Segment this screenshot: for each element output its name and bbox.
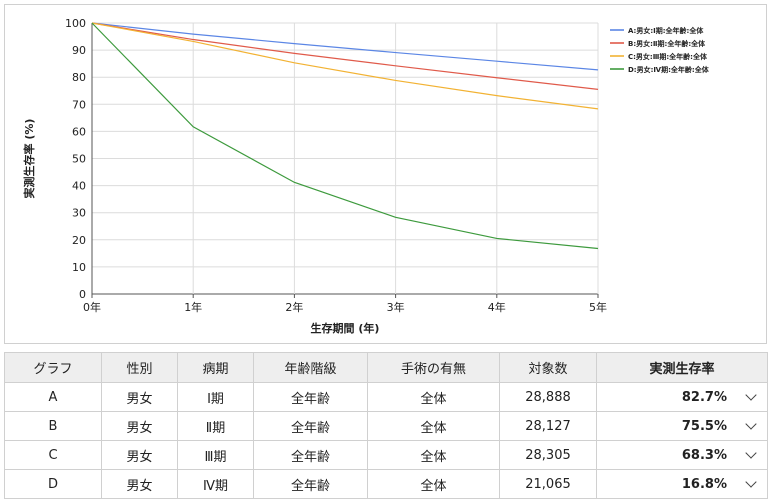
legend-label: D:男女:Ⅳ期:全年齢:全体 — [628, 65, 710, 74]
legend-item[interactable]: B:男女:Ⅱ期:全年齢:全体 — [610, 39, 706, 48]
chevron-down-icon[interactable] — [745, 389, 757, 401]
y-tick-label: 90 — [72, 44, 86, 57]
y-tick-label: 60 — [72, 125, 86, 138]
chevron-down-icon[interactable] — [745, 418, 757, 430]
table-row[interactable]: D 男女 Ⅳ期 全年齢 全体 21,065 16.8% — [4, 469, 768, 499]
header-graph: グラフ — [4, 352, 102, 383]
cell-rate: 75.5% — [596, 411, 768, 441]
table-row[interactable]: A 男女 Ⅰ期 全年齢 全体 28,888 82.7% — [4, 382, 768, 412]
cell-sex: 男女 — [101, 411, 178, 441]
cell-sex: 男女 — [101, 382, 178, 412]
cell-sex: 男女 — [101, 440, 178, 470]
cell-rate: 16.8% — [596, 469, 768, 499]
header-count: 対象数 — [499, 352, 597, 383]
header-surgery: 手術の有無 — [367, 352, 500, 383]
chart-panel: 0 10 20 30 40 50 60 70 80 90 100 0年 1年 2年 3年 4年 5年 生存期間 … — [4, 4, 767, 344]
y-tick-label: 20 — [72, 234, 86, 247]
x-tick-label: 2年 — [285, 300, 303, 314]
series-line — [91, 22, 599, 90]
cell-stage: Ⅰ期 — [177, 382, 254, 412]
cell-count: 21,065 — [499, 469, 597, 499]
cell-count: 28,127 — [499, 411, 597, 441]
cell-sex: 男女 — [101, 469, 178, 499]
axis-ticks: 0 10 20 30 40 50 60 70 80 90 100 0年 1年 2年 3年 4年 5年 — [65, 17, 607, 314]
header-rate: 実測生存率 — [596, 352, 768, 383]
cell-surgery: 全体 — [367, 440, 500, 470]
chevron-down-icon[interactable] — [745, 476, 757, 488]
header-age: 年齢階級 — [253, 352, 368, 383]
y-tick-label: 30 — [72, 207, 86, 220]
legend-item[interactable]: D:男女:Ⅳ期:全年齢:全体 — [610, 65, 710, 74]
y-tick-label: 10 — [72, 261, 86, 274]
table-row[interactable]: B 男女 Ⅱ期 全年齢 全体 28,127 75.5% — [4, 411, 768, 441]
legend-item[interactable]: C:男女:Ⅲ期:全年齢:全体 — [610, 52, 708, 61]
cell-age: 全年齢 — [253, 469, 368, 499]
chevron-down-icon[interactable] — [745, 447, 757, 459]
cell-age: 全年齢 — [253, 382, 368, 412]
y-tick-label: 40 — [72, 180, 86, 193]
chart-grid — [91, 22, 599, 298]
survival-line-chart: 0 10 20 30 40 50 60 70 80 90 100 0年 1年 2年 3年 4年 5年 生存期間 … — [22, 17, 710, 335]
series-line — [91, 22, 599, 110]
table-row[interactable]: C 男女 Ⅲ期 全年齢 全体 28,305 68.3% — [4, 440, 768, 470]
cell-surgery: 全体 — [367, 469, 500, 499]
cell-rate: 68.3% — [596, 440, 768, 470]
series-line — [91, 22, 599, 71]
y-tick-label: 0 — [79, 288, 86, 301]
rate-value: 16.8% — [681, 476, 727, 492]
y-tick-label: 100 — [65, 17, 86, 30]
cell-surgery: 全体 — [367, 411, 500, 441]
series-line — [91, 22, 599, 250]
cell-age: 全年齢 — [253, 411, 368, 441]
y-tick-label: 80 — [72, 71, 86, 84]
cell-graph: C — [4, 440, 102, 470]
cell-graph: A — [4, 382, 102, 412]
cell-stage: Ⅱ期 — [177, 411, 254, 441]
header-stage: 病期 — [177, 352, 254, 383]
cell-graph: B — [4, 411, 102, 441]
legend-label: B:男女:Ⅱ期:全年齢:全体 — [628, 39, 706, 48]
cell-stage: Ⅲ期 — [177, 440, 254, 470]
rate-value: 82.7% — [681, 389, 727, 405]
rate-value: 75.5% — [681, 418, 727, 434]
x-tick-label: 3年 — [387, 300, 405, 314]
legend-item[interactable]: A:男女:Ⅰ期:全年齢:全体 — [610, 26, 704, 35]
x-tick-label: 1年 — [184, 300, 202, 314]
y-tick-label: 70 — [72, 98, 86, 111]
legend-label: C:男女:Ⅲ期:全年齢:全体 — [628, 52, 708, 61]
cell-surgery: 全体 — [367, 382, 500, 412]
table-header-row: グラフ 性別 病期 年齢階級 手術の有無 対象数 実測生存率 — [4, 352, 768, 383]
chart-legend[interactable]: A:男女:Ⅰ期:全年齢:全体 B:男女:Ⅱ期:全年齢:全体 C:男女:Ⅲ期:全年齢:… — [610, 26, 710, 74]
x-tick-label: 4年 — [488, 300, 506, 314]
cell-count: 28,305 — [499, 440, 597, 470]
y-tick-label: 50 — [72, 153, 86, 166]
survival-table: グラフ 性別 病期 年齢階級 手術の有無 対象数 実測生存率 A 男女 Ⅰ期 全… — [4, 352, 768, 499]
series-lines — [91, 22, 599, 250]
cell-age: 全年齢 — [253, 440, 368, 470]
cell-graph: D — [4, 469, 102, 499]
x-tick-label: 5年 — [589, 300, 607, 314]
cell-stage: Ⅳ期 — [177, 469, 254, 499]
cell-count: 28,888 — [499, 382, 597, 412]
x-tick-label: 0年 — [83, 300, 101, 314]
x-axis-title: 生存期間 (年) — [311, 321, 380, 335]
header-sex: 性別 — [101, 352, 178, 383]
cell-rate: 82.7% — [596, 382, 768, 412]
y-axis-title: 実測生存率 (%) — [22, 119, 36, 199]
rate-value: 68.3% — [681, 447, 727, 463]
legend-label: A:男女:Ⅰ期:全年齢:全体 — [628, 26, 704, 35]
